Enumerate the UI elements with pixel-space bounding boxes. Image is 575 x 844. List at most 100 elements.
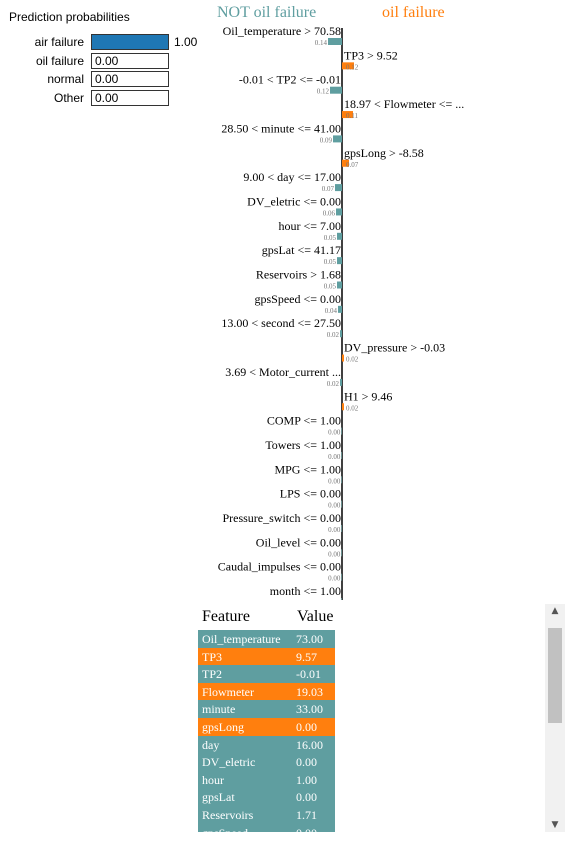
value-cell: 0.00 (296, 719, 317, 734)
table-row: gpsLat 0.00 (198, 788, 335, 806)
probability-value: 0.00 (95, 53, 119, 68)
feature-weight-bar (341, 598, 342, 600)
feature-weight-bar (337, 232, 342, 240)
feature-cell: TP2 (202, 667, 223, 682)
feature-weight-value: 0.12 (317, 88, 330, 96)
probability-row: normal 0.00 (0, 71, 210, 89)
value-cell: 0.00 (296, 826, 317, 832)
feature-weight-value: 0.00 (328, 429, 341, 437)
prediction-probabilities-title: Prediction probabilities (9, 10, 130, 24)
feature-value-table: Feature Value Oil_temperature 73.00 TP3 9.5… (198, 604, 546, 832)
feature-label: 13.00 < second <= 27.50 (221, 316, 341, 330)
feature-weight-bar (341, 476, 342, 484)
feature-weight-value: 0.12 (346, 63, 359, 71)
feature-cell: minute (202, 702, 236, 717)
feature-weight-value: 0.07 (346, 161, 359, 169)
table-row: TP2 -0.01 (198, 665, 335, 683)
feature-weight-value: 0.07 (322, 185, 335, 193)
feature-weight-value: 0.00 (328, 550, 341, 558)
feature-label: gpsLat <= 41.17 (262, 243, 341, 257)
probability-value: 1.00 (174, 35, 198, 49)
feature-weight-value: 0.05 (324, 258, 337, 266)
feature-cell: Reservoirs (202, 807, 254, 822)
feature-label: gpsLong > -8.58 (344, 146, 424, 160)
feature-cell: DV_eletric (202, 755, 256, 770)
feature-weight-value: 0.00 (328, 575, 341, 583)
feature-cell: TP3 (202, 649, 223, 664)
probability-bar (91, 34, 169, 50)
feature-weight-bar (336, 208, 342, 216)
arrow-down-icon[interactable]: ▼ (551, 820, 559, 830)
probability-value: 0.00 (95, 90, 119, 105)
feature-weight-bar (335, 184, 342, 192)
feature-weight-bar (342, 111, 353, 119)
probability-label: normal (47, 72, 84, 86)
feature-weight-bar (341, 500, 342, 508)
feature-weight-bar (338, 305, 342, 313)
probability-bar: 0.00 (91, 52, 169, 69)
probability-bar: 0.00 (91, 71, 169, 87)
probability-row: Other 0.00 (0, 89, 210, 108)
feature-column-header: Feature (202, 608, 250, 625)
feature-label: 18.97 < Flowmeter <= ... (344, 97, 464, 111)
feature-weight-value: 0.00 (328, 599, 341, 600)
feature-weight-bar (341, 573, 342, 581)
scrollbar-thumb[interactable] (548, 628, 562, 723)
feature-weight-bar (340, 378, 342, 386)
feature-cell: gpsLat (202, 790, 235, 805)
negative-class-header: NOT oil failure (217, 4, 317, 21)
probability-value: 0.00 (95, 72, 119, 86)
table-row: Reservoirs 1.71 (198, 805, 335, 824)
feature-weight-bar (337, 257, 342, 265)
feature-label: Oil_level <= 0.00 (256, 535, 341, 549)
feature-weight-value: 0.02 (327, 331, 340, 339)
feature-cell: hour (202, 772, 224, 787)
probability-row: air failure 1.00 (0, 34, 210, 52)
feature-label: Reservoirs > 1.68 (256, 268, 341, 282)
feature-weight-bar (342, 62, 354, 70)
value-cell: 33.00 (296, 702, 323, 717)
table-scrollbar[interactable]: ▲ ▼ (545, 604, 565, 832)
table-row: DV_eletric 0.00 (198, 753, 335, 771)
feature-weight-bar (330, 86, 342, 94)
value-cell: 1.71 (296, 807, 317, 822)
feature-weight-value: 0.09 (320, 136, 333, 144)
feature-label: Caudal_impulses <= 0.00 (218, 560, 341, 574)
feature-label: MPG <= 1.00 (274, 462, 341, 476)
feature-weight-value: 0.05 (324, 234, 337, 242)
table-row: hour 1.00 (198, 770, 335, 789)
value-cell: 1.00 (296, 772, 317, 787)
feature-cell: gpsSpeed (202, 826, 248, 832)
value-cell: 0.00 (296, 755, 317, 770)
feature-label: TP3 > 9.52 (344, 48, 398, 62)
feature-weight-bar (341, 427, 342, 435)
probability-label: air failure (34, 35, 84, 49)
table-row: Oil_temperature 73.00 (198, 630, 335, 648)
probability-row: oil failure 0.00 (0, 52, 210, 71)
probability-label: oil failure (35, 53, 84, 68)
feature-label: 3.69 < Motor_current ... (225, 365, 341, 379)
arrow-up-icon[interactable]: ▲ (551, 606, 559, 616)
value-cell: -0.01 (296, 667, 321, 682)
table-row: Flowmeter 19.03 (198, 682, 335, 701)
feature-weight-value: 0.05 (324, 283, 337, 291)
feature-weight-value: 0.00 (328, 453, 341, 461)
table-row: gpsLong 0.00 (198, 717, 335, 736)
value-cell: 0.00 (296, 790, 317, 805)
feature-weight-value: 0.06 (323, 209, 336, 217)
feature-weight-bar (341, 525, 342, 532)
feature-label: gpsSpeed <= 0.00 (254, 292, 341, 306)
feature-label: 9.00 < day <= 17.00 (243, 170, 341, 184)
positive-class-header: oil failure (382, 4, 445, 21)
value-column-header: Value (297, 608, 334, 625)
probability-label: Other (53, 90, 84, 105)
feature-weight-bar (340, 330, 342, 338)
feature-weight-bar (342, 403, 344, 411)
value-cell: 73.00 (296, 632, 323, 646)
probability-bar: 0.00 (91, 89, 169, 106)
feature-weight-bar (342, 159, 349, 167)
table-body: Oil_temperature 73.00 TP3 9.57 TP2 -0.01 Flowm… (198, 630, 335, 832)
value-cell: 19.03 (296, 684, 323, 699)
probability-bar-fill (92, 35, 168, 49)
feature-weight-bar (341, 451, 342, 459)
